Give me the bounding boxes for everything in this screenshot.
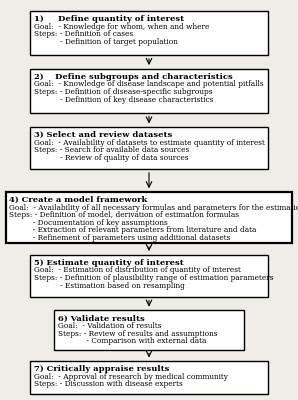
Text: - Estimation based on resampling: - Estimation based on resampling <box>34 282 185 290</box>
Text: Steps: - Definition of cases: Steps: - Definition of cases <box>34 30 134 38</box>
Text: Goal:  - Availability of datasets to estimate quantity of interest: Goal: - Availability of datasets to esti… <box>34 139 265 147</box>
Text: Steps: - Review of results and assumptions: Steps: - Review of results and assumptio… <box>58 330 218 338</box>
Text: Steps: - Definition of model, derivation of estimation formulas: Steps: - Definition of model, derivation… <box>9 211 239 219</box>
FancyBboxPatch shape <box>30 361 268 394</box>
Text: Steps: - Definition of plausibility range of estimation parameters: Steps: - Definition of plausibility rang… <box>34 274 274 282</box>
FancyBboxPatch shape <box>30 11 268 55</box>
Text: - Extraction of relevant parameters from literature and data: - Extraction of relevant parameters from… <box>9 226 256 234</box>
Text: - Review of quality of data sources: - Review of quality of data sources <box>34 154 189 162</box>
Text: Goal:  - Approval of research by medical community: Goal: - Approval of research by medical … <box>34 373 228 381</box>
Text: - Documentation of key assumptions: - Documentation of key assumptions <box>9 219 168 227</box>
Text: 2)    Define subgroups and characteristics: 2) Define subgroups and characteristics <box>34 73 233 81</box>
Text: 6) Validate results: 6) Validate results <box>58 314 145 322</box>
Text: Goal:  - Availability of all necessary formulas and parameters for the estimatio: Goal: - Availability of all necessary fo… <box>9 204 298 212</box>
Text: Goal:  - Validation of results: Goal: - Validation of results <box>58 322 162 330</box>
Text: Goal:  - Estimation of distribution of quantity of interest: Goal: - Estimation of distribution of qu… <box>34 266 241 274</box>
Text: - Definition of key disease characteristics: - Definition of key disease characterist… <box>34 96 214 104</box>
Text: Steps: - Search for available data sources: Steps: - Search for available data sourc… <box>34 146 190 154</box>
FancyBboxPatch shape <box>30 69 268 113</box>
Text: 4) Create a model framework: 4) Create a model framework <box>9 196 147 204</box>
Text: - Definition of target population: - Definition of target population <box>34 38 178 46</box>
Text: - Refinement of parameters using additional datasets: - Refinement of parameters using additio… <box>9 234 230 242</box>
Text: - Comparison with external data: - Comparison with external data <box>58 337 207 345</box>
FancyBboxPatch shape <box>30 255 268 297</box>
Text: 1)     Define quantity of interest: 1) Define quantity of interest <box>34 15 184 23</box>
Text: Steps: - Discussion with disease experts: Steps: - Discussion with disease experts <box>34 380 183 388</box>
FancyBboxPatch shape <box>54 310 244 350</box>
FancyBboxPatch shape <box>30 127 268 169</box>
Text: 3) Select and review datasets: 3) Select and review datasets <box>34 131 173 139</box>
Text: Goal:  - Knowledge of disease landscape and potential pitfalls: Goal: - Knowledge of disease landscape a… <box>34 80 264 88</box>
Text: Goal:  - Knowledge for whom, when and where: Goal: - Knowledge for whom, when and whe… <box>34 23 210 31</box>
Text: 7) Critically appraise results: 7) Critically appraise results <box>34 365 170 373</box>
FancyBboxPatch shape <box>6 192 292 243</box>
Text: 5) Estimate quantity of interest: 5) Estimate quantity of interest <box>34 259 184 267</box>
Text: Steps: - Definition of disease-specific subgroups: Steps: - Definition of disease-specific … <box>34 88 213 96</box>
